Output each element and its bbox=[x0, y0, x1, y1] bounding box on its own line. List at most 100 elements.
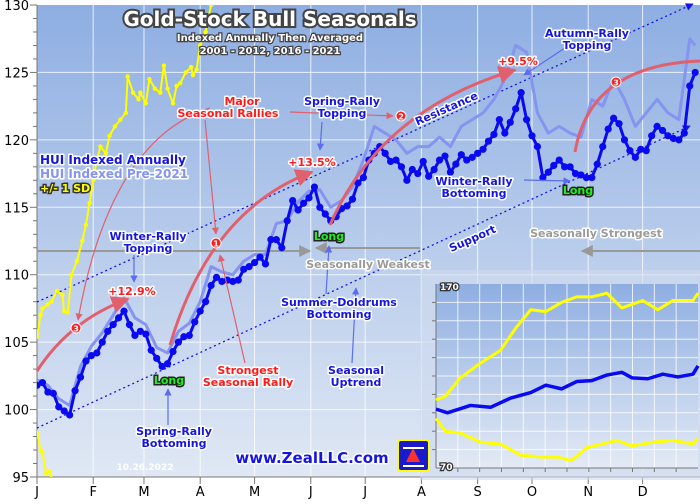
chart-subtitle-2: 2001 - 2012, 2016 - 2021 bbox=[200, 46, 341, 57]
series-hui-annual-point bbox=[555, 156, 563, 164]
legend-hui-annual: HUI Indexed Annually bbox=[40, 153, 186, 167]
series-hui-annual-point bbox=[653, 122, 661, 130]
series-hui-annual-point bbox=[250, 258, 259, 267]
annotation-strongest-2: Seasonal Rally bbox=[203, 376, 293, 389]
arrow-spring-topping bbox=[316, 121, 325, 151]
series-sd-upper-point bbox=[54, 288, 60, 294]
x-tick-label: M bbox=[138, 485, 149, 500]
series-sd-upper-point bbox=[69, 272, 74, 277]
y-tick-label: 95 bbox=[12, 471, 29, 486]
series-hui-annual-point bbox=[299, 199, 308, 207]
annotation-winter-topping-1: Winter-Rally bbox=[109, 230, 186, 243]
series-sd-upper-point bbox=[118, 117, 123, 122]
series-hui-annual-point bbox=[147, 346, 155, 354]
series-hui-annual-point bbox=[245, 263, 253, 271]
annotation-gain-spring: +13.5% bbox=[288, 156, 335, 169]
series-hui-annual-point bbox=[686, 82, 694, 90]
series-hui-annual-point bbox=[98, 338, 106, 346]
series-hui-annual-point bbox=[490, 130, 498, 139]
series-sd-upper-point bbox=[98, 144, 103, 149]
series-hui-annual-point bbox=[658, 126, 667, 135]
series-hui-annual-point bbox=[544, 168, 552, 176]
series-hui-annual-point bbox=[539, 174, 547, 182]
zeal-logo bbox=[397, 439, 430, 472]
series-sd-upper-point bbox=[143, 101, 148, 106]
series-sd-upper-point bbox=[125, 74, 130, 79]
series-hui-annual-point bbox=[397, 163, 406, 171]
series-hui-annual-point bbox=[582, 174, 590, 182]
x-tick-label: S bbox=[473, 485, 481, 500]
series-hui-annual-point bbox=[289, 196, 297, 205]
annotation-autumn-topping-1: Autumn-Rally bbox=[545, 27, 629, 40]
series-sd-upper-point bbox=[138, 90, 143, 95]
series-hui-annual-point bbox=[196, 307, 204, 315]
series-hui-annual-point bbox=[631, 153, 639, 161]
annotation-uptrend-1: Seasonal bbox=[328, 364, 384, 377]
annotation-spring-topping-2: Topping bbox=[318, 107, 367, 120]
series-hui-annual-point bbox=[550, 161, 558, 170]
website-link[interactable]: www.ZealLLC.com bbox=[234, 448, 390, 469]
y-tick-label: 120 bbox=[4, 134, 29, 149]
y-tick-label: 100 bbox=[4, 404, 29, 419]
series-hui-annual-point bbox=[457, 151, 465, 159]
series-hui-annual-point bbox=[125, 321, 134, 329]
series-sd-upper-point bbox=[170, 101, 176, 106]
series-hui-annual-point bbox=[305, 194, 313, 202]
series-hui-annual-point bbox=[468, 153, 476, 161]
series-hui-annual-point bbox=[566, 163, 574, 171]
series-sd-upper bbox=[37, 5, 214, 339]
series-hui-annual-point bbox=[348, 195, 357, 203]
series-hui-annual-point bbox=[359, 174, 367, 182]
inset-series-sd-lower-line bbox=[434, 417, 700, 463]
series-layer bbox=[37, 5, 699, 477]
series-hui-annual-point bbox=[120, 307, 128, 315]
series-hui-annual-point bbox=[229, 277, 237, 286]
series-sd-upper-point bbox=[178, 81, 183, 86]
series-hui-annual-point bbox=[381, 149, 389, 157]
x-tick-label: N bbox=[583, 485, 593, 500]
annotation-strongest-1: Strongest bbox=[217, 364, 278, 377]
chart-title: Gold-Stock Bull Seasonals bbox=[123, 7, 416, 31]
x-tick-label: D bbox=[638, 485, 648, 500]
series-sd-upper-point bbox=[188, 64, 194, 70]
series-hui-annual-point bbox=[212, 273, 221, 282]
series-hui-annual-point bbox=[680, 129, 688, 137]
annotation-seasonal-rallies: Seasonal Rallies bbox=[178, 107, 279, 120]
series-sd-upper-point bbox=[87, 201, 92, 206]
x-tick-label: A bbox=[417, 485, 426, 500]
series-hui-annual-point bbox=[174, 338, 183, 346]
series-hui-annual-point bbox=[93, 349, 101, 357]
arrow-major-to-3 bbox=[75, 107, 211, 321]
series-hui-annual-point bbox=[561, 163, 569, 171]
series-hui-annual-point bbox=[484, 137, 493, 145]
series-sd-upper-point bbox=[208, 5, 214, 8]
series-sd-upper-point bbox=[91, 178, 96, 183]
y-tick-label: 105 bbox=[4, 336, 29, 351]
annotation-autumn-topping-2: Topping bbox=[563, 39, 612, 52]
series-hui-annual-point bbox=[571, 169, 580, 178]
series-hui-annual-point bbox=[278, 244, 286, 252]
series-sd-upper-point bbox=[94, 157, 100, 163]
series-sd-upper-point bbox=[136, 97, 141, 102]
annotation-spring-bottoming-1: Spring-Rally bbox=[136, 425, 212, 438]
series-hui-annual bbox=[37, 68, 699, 419]
annotation-uptrend-2: Uptrend bbox=[331, 376, 382, 389]
series-hui-annual-point bbox=[66, 411, 74, 419]
series-hui-annual-point bbox=[76, 373, 85, 381]
series-hui-annual-point bbox=[158, 362, 166, 371]
series-hui-annual-point bbox=[136, 327, 144, 335]
x-tick-label: J bbox=[308, 485, 313, 500]
series-hui-annual-point bbox=[620, 136, 629, 144]
series-hui-annual-point bbox=[49, 389, 57, 397]
series-hui-annual-point bbox=[142, 330, 150, 338]
series-hui-annual-point bbox=[44, 388, 52, 396]
series-hui-annual-point bbox=[207, 281, 215, 290]
series-hui-annual-point bbox=[261, 260, 270, 268]
rally-marker-1-label: 1 bbox=[213, 240, 219, 249]
series-sd-upper-point bbox=[183, 70, 188, 75]
y-tick-label: 115 bbox=[4, 201, 29, 216]
series-hui-annual-point bbox=[609, 114, 618, 122]
inset-series-sd-lower bbox=[434, 417, 700, 463]
series-hui-annual-point bbox=[664, 132, 672, 140]
arrow-major-to-2 bbox=[289, 111, 394, 120]
